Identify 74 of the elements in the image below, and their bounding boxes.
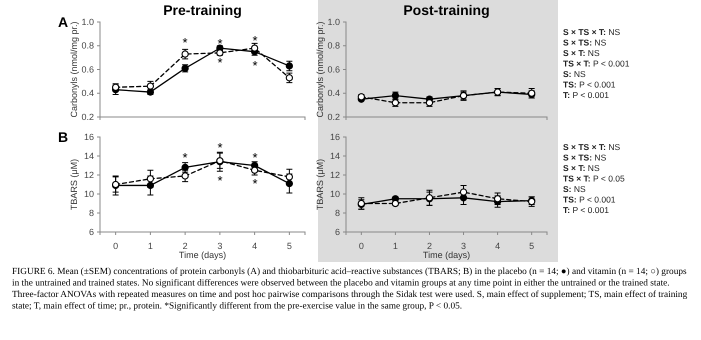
chart-title: Post-training	[403, 2, 490, 18]
x-tick-label: 4	[495, 240, 500, 251]
y-tick-label: 1.0	[327, 16, 340, 27]
y-tick-label: 14	[84, 150, 94, 161]
annotation: *	[252, 33, 258, 48]
point	[494, 195, 502, 202]
x-axis-title: Time (days)	[178, 250, 226, 260]
annotation: *	[217, 173, 223, 188]
text: S × TS: NS	[563, 152, 607, 162]
annotation: *	[252, 58, 258, 73]
point	[146, 175, 154, 182]
y-axis-title: TBARS (μM)	[69, 158, 79, 210]
x-tick-label: 2	[426, 240, 432, 251]
y-tick-label: 0.4	[327, 88, 340, 98]
text: S × TS: NS	[563, 38, 607, 48]
x-tick-label: 0	[358, 240, 364, 251]
caption: FIGURE 6. Mean (±SEM) concentrations of protein carbonyls (A) and thiobarbituric acid–reactive substances (TBARS; B) in the placebo (n = 14; ●) and vitamin (n = 14; ○) groups in the untrained and trained states. No significant differences were observed between the placebo and vitamin groups at any time point in either the untrained or the trained state. Three-factor ANOVAs with repeated measures on time and post hoc pairwise comparisons through the Sidak test were used. S, main effect of supplement; TS, main effect of training state; T, main effect of time; pr., protein. *Significantly different from the pre-exercise value in the same group, P < 0.05.	[12, 267, 688, 312]
text: S × TS × T: NS	[563, 142, 620, 152]
y-tick-label: 12	[84, 170, 94, 180]
text: S × T: NS	[563, 48, 600, 58]
x-tick-label: 1	[148, 240, 153, 251]
y-axis-title: Carbonyls (nmol/mg pr.)	[315, 21, 325, 118]
text: A	[58, 14, 68, 30]
y-tick-label: 16	[84, 132, 94, 142]
y-axis-title: Carbonyls (nmol/mg pr.)	[69, 21, 79, 118]
y-tick-label: 0.6	[81, 64, 94, 74]
y-tick-label: 10	[330, 188, 340, 199]
text: TS × T: P < 0.05	[563, 174, 626, 184]
point	[181, 172, 189, 180]
text: TS × T: P < 0.001	[563, 58, 630, 68]
annotation: *	[217, 140, 223, 155]
annotation: *	[217, 36, 223, 51]
annotation: *	[252, 176, 258, 191]
y-tick-label: 8	[88, 208, 94, 218]
annotation: *	[182, 150, 188, 165]
text: TS: P < 0.001	[563, 194, 616, 204]
y-tick-label: 16	[330, 132, 340, 142]
y-tick-label: 0.2	[81, 112, 94, 122]
text: T: P < 0.001	[563, 205, 610, 215]
y-tick-label: 14	[330, 150, 340, 161]
x-axis-title: Time (days)	[422, 250, 470, 260]
x-tick-label: 1	[392, 240, 398, 251]
text: TS: P < 0.001	[563, 80, 616, 90]
y-tick-label: 0.8	[81, 40, 94, 51]
y-tick-label: 0.6	[327, 64, 340, 74]
y-tick-label: 0.4	[81, 88, 94, 98]
text: S × TS × T: NS	[563, 27, 620, 37]
text: S × T: NS	[563, 163, 600, 173]
point	[460, 188, 468, 196]
x-tick-label: 2	[182, 240, 188, 251]
y-tick-label: 6	[334, 226, 340, 237]
y-tick-label: 10	[84, 188, 94, 199]
text: B	[58, 129, 68, 145]
x-tick-label: 5	[529, 240, 534, 251]
point	[286, 173, 294, 181]
x-tick-label: 4	[252, 240, 258, 251]
y-tick-label: 0.2	[327, 112, 340, 122]
chart-title: Pre-training	[163, 2, 242, 18]
text: S: NS	[563, 184, 586, 194]
y-tick-label: 8	[334, 208, 340, 218]
y-tick-label: 0.8	[327, 40, 340, 51]
y-tick-label: 1.0	[81, 16, 94, 27]
annotation: *	[217, 55, 223, 70]
x-tick-label: 0	[113, 240, 118, 251]
y-tick-label: 6	[88, 226, 94, 237]
annotation: *	[252, 150, 258, 165]
y-tick-label: 12	[330, 170, 340, 180]
y-axis-title: TBARS (μM)	[315, 158, 325, 210]
annotation: *	[182, 35, 188, 50]
text: T: P < 0.001	[563, 90, 610, 100]
x-tick-label: 3	[461, 240, 466, 251]
x-tick-label: 3	[217, 240, 222, 251]
x-tick-label: 5	[286, 240, 292, 251]
text: S: NS	[563, 69, 586, 79]
